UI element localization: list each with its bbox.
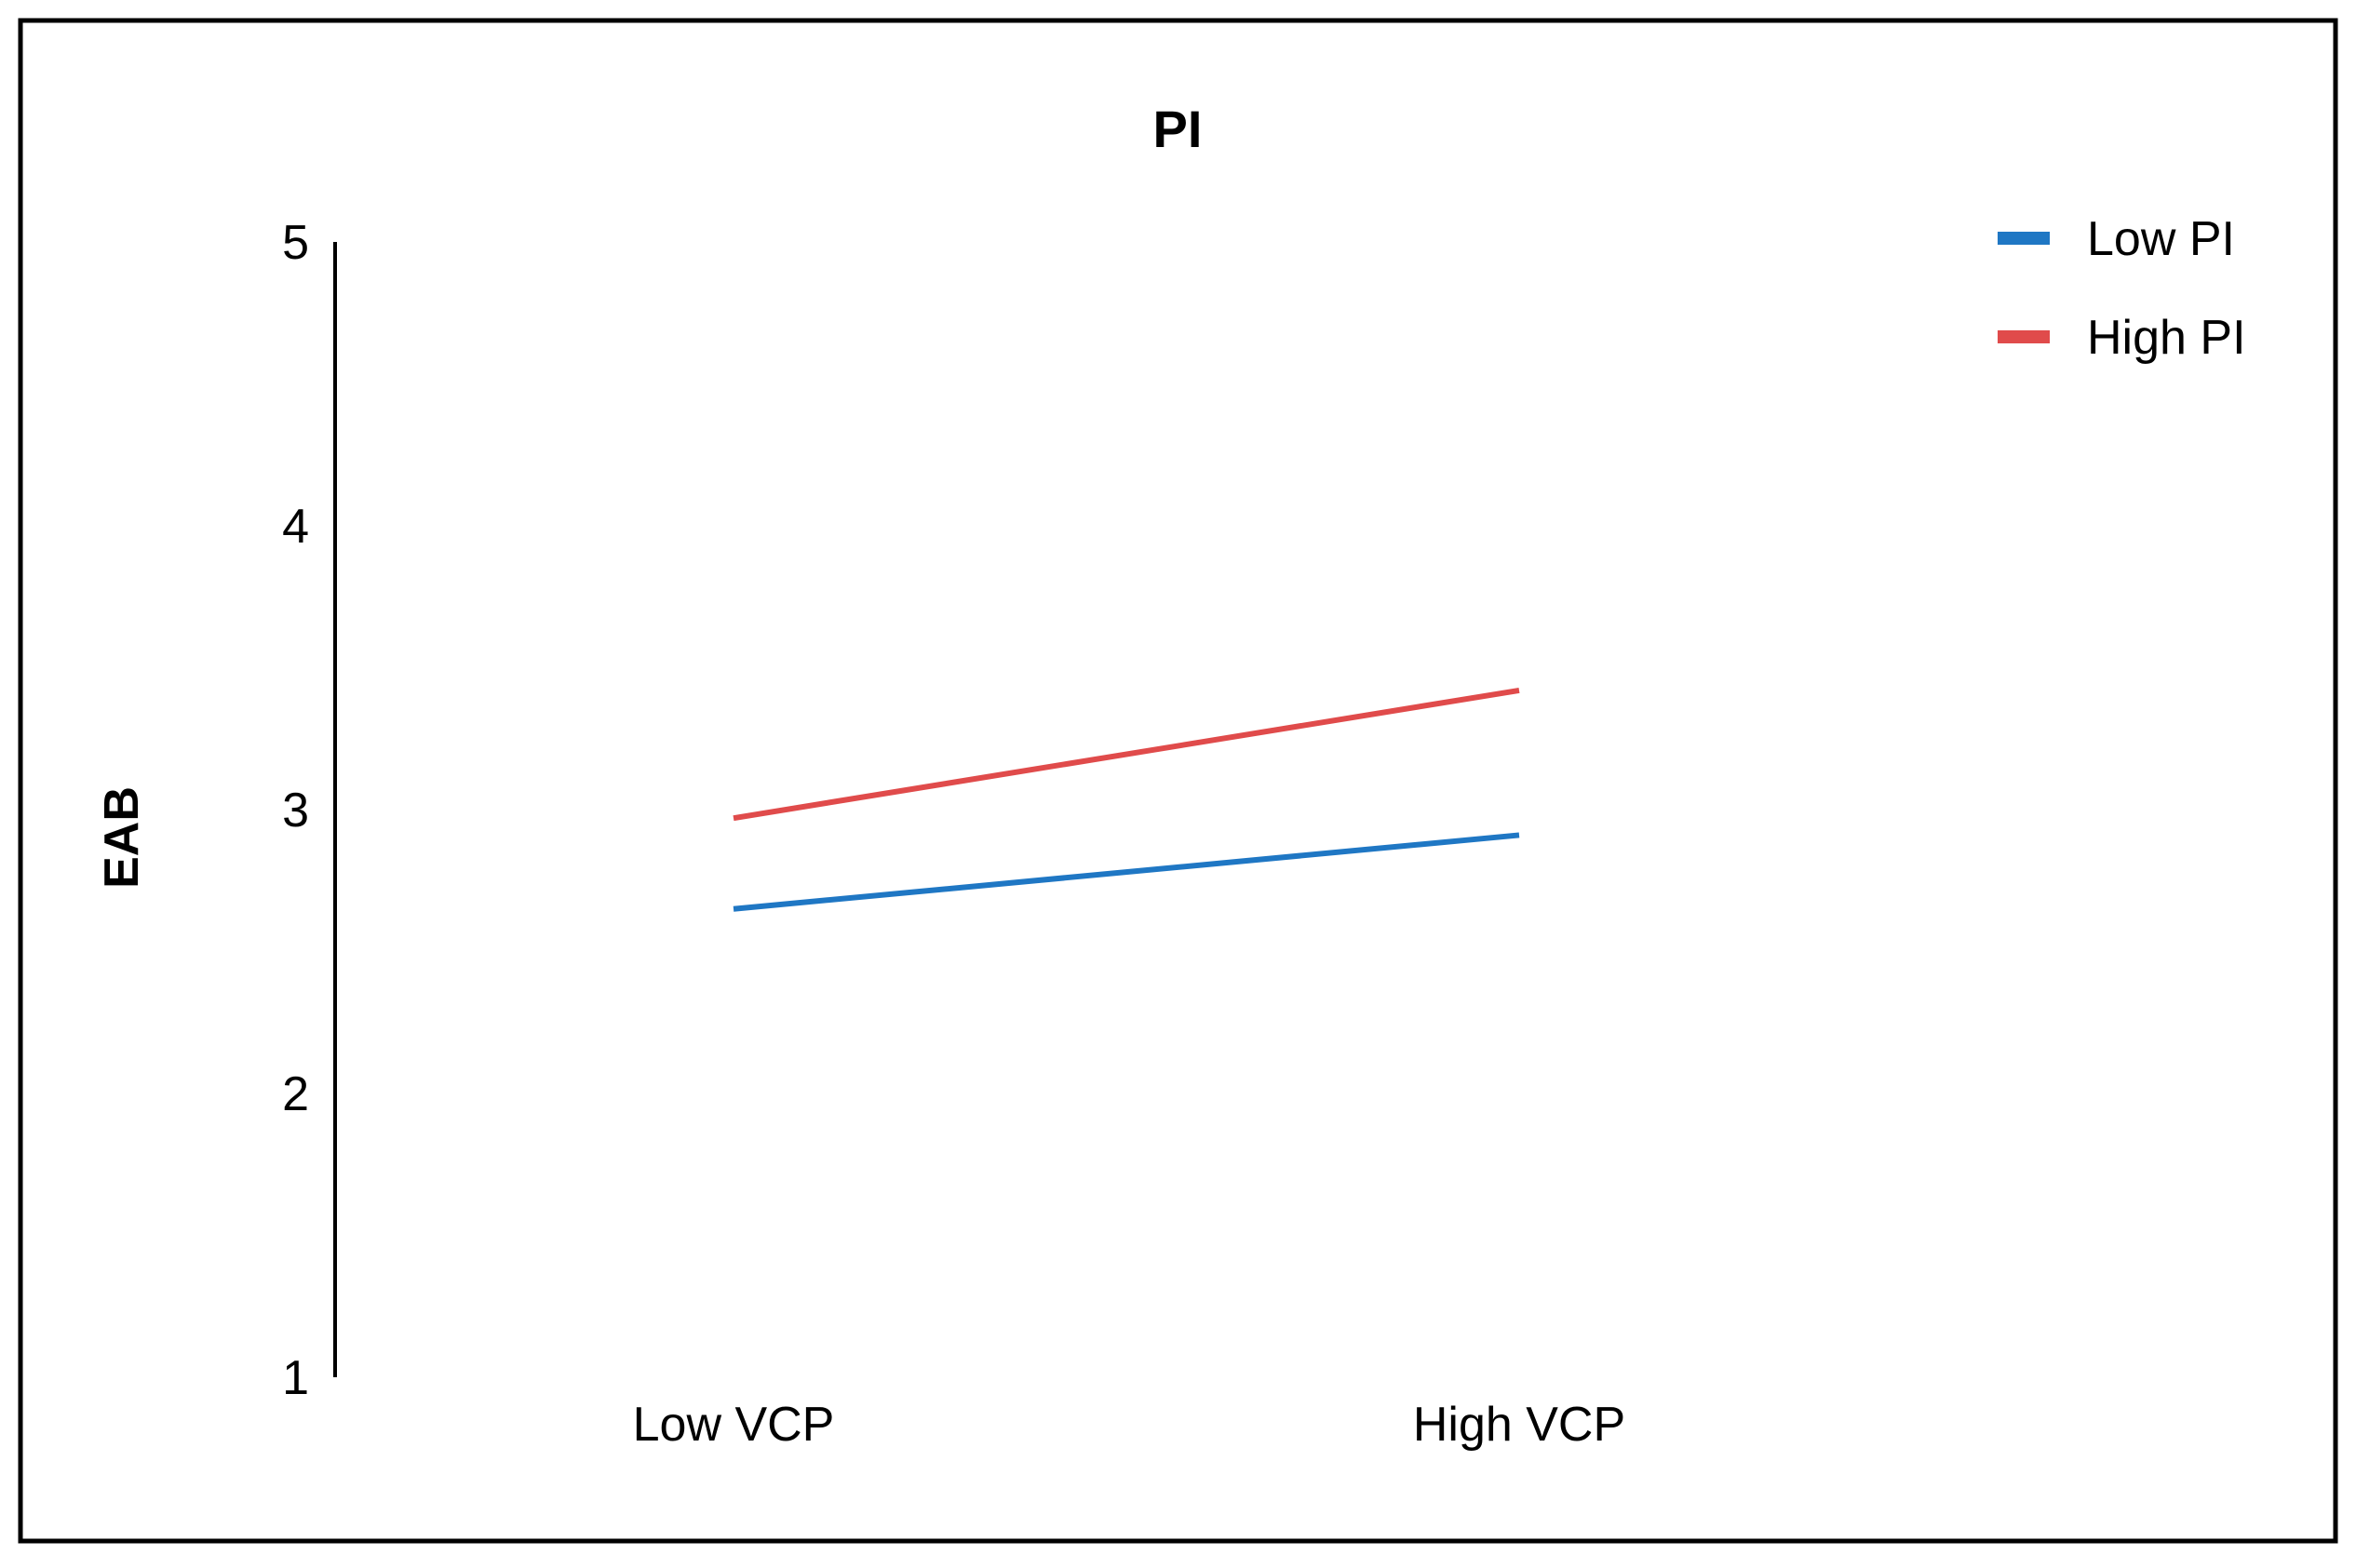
y-tick-label: 3 xyxy=(282,784,309,838)
chart-border xyxy=(18,18,2338,1544)
y-tick-label: 2 xyxy=(282,1067,309,1121)
legend-label: High PI xyxy=(2087,311,2246,365)
y-tick-labels: 1 2 3 4 5 xyxy=(282,216,309,1405)
legend-label: Low PI xyxy=(2087,212,2235,266)
y-tick-label: 4 xyxy=(282,500,309,554)
y-axis-label: EAB xyxy=(95,786,149,889)
series-lines xyxy=(733,687,1520,912)
x-category-label: High VCP xyxy=(1413,1398,1625,1452)
series-line-high-pi xyxy=(733,687,1520,822)
x-category-labels: Low VCP High VCP xyxy=(633,1398,1626,1452)
x-category-label: Low VCP xyxy=(633,1398,835,1452)
series-line-low-pi xyxy=(733,832,1520,912)
y-tick-label: 1 xyxy=(282,1351,309,1405)
y-tick-label: 5 xyxy=(282,216,309,270)
chart-title: PI xyxy=(1153,100,1203,158)
legend: Low PI High PI xyxy=(1998,212,2246,365)
